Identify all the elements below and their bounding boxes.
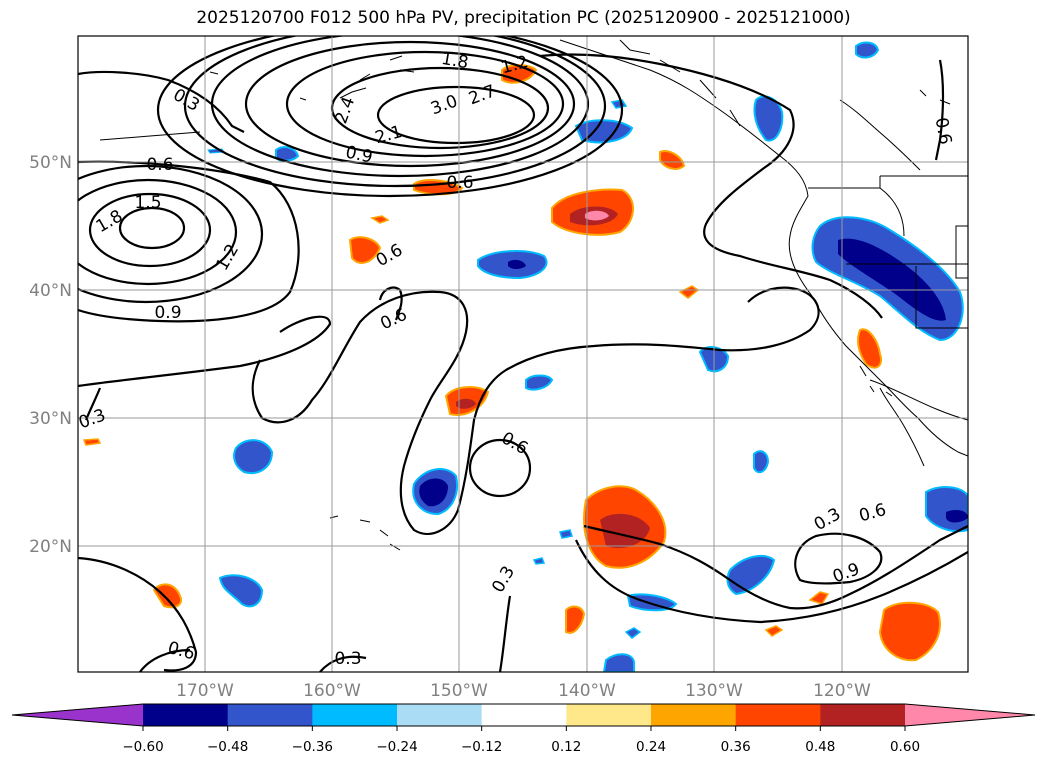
graticule (78, 36, 968, 672)
lon-label: 140°W (558, 681, 616, 701)
colorbar-tick-label: −0.60 (122, 739, 163, 755)
lat-label: 40°N (29, 281, 72, 301)
colorbar-segments (143, 704, 906, 726)
lon-label: 160°W (303, 681, 361, 701)
contour-label: 1.8 (440, 49, 470, 73)
map-title: 2025120700 F012 500 hPa PV, precipitatio… (196, 8, 851, 28)
colorbar-tick-label: 0.60 (890, 739, 920, 755)
colorbar: −0.60 −0.48 −0.36 −0.24 −0.12 0.12 0.24 0.36 0.4… (11, 703, 1036, 755)
colorbar-segment (397, 704, 483, 726)
contour-label: 0.9 (154, 303, 181, 323)
colorbar-segment (227, 704, 313, 726)
lon-label: 120°W (813, 681, 871, 701)
colorbar-tick-label: −0.12 (461, 739, 502, 755)
contour-label: 0.6 (931, 116, 955, 146)
colorbar-segment (566, 704, 652, 726)
colorbar-extend-min (12, 704, 143, 726)
lon-label: 130°W (685, 681, 743, 701)
lat-label: 50°N (29, 153, 72, 173)
pv-contours (78, 36, 968, 672)
colorbar-segment (735, 704, 821, 726)
contour-label: 0.6 (146, 155, 173, 175)
colorbar-ticks: −0.60 −0.48 −0.36 −0.24 −0.12 0.12 0.24 0.36 0.4… (122, 726, 920, 755)
colorbar-segment (312, 704, 398, 726)
map-frame (77, 35, 969, 673)
colorbar-tick-label: 0.36 (721, 739, 751, 755)
colorbar-tick-label: 0.24 (636, 739, 666, 755)
colorbar-segment (143, 704, 229, 726)
contour-label: 1.5 (134, 193, 161, 213)
contour-label: 0.3 (334, 649, 361, 669)
political-borders (808, 99, 968, 421)
lat-label: 30°N (29, 409, 72, 429)
colorbar-segment (651, 704, 737, 726)
colorbar-tick-label: −0.24 (376, 739, 417, 755)
colorbar-tick-label: −0.36 (292, 739, 333, 755)
colorbar-tick-label: 0.12 (551, 739, 581, 755)
precip-negative-areas (207, 41, 968, 672)
lon-label: 150°W (430, 681, 488, 701)
lon-label: 170°W (176, 681, 234, 701)
colorbar-segment (820, 704, 906, 726)
map-content: 0.3 0.6 1.8 1.5 1.2 0.9 2.4 3.0 2.7 2.1 … (78, 36, 968, 672)
contour-label: 0.6 (446, 173, 473, 193)
colorbar-tick-label: 0.48 (805, 739, 835, 755)
map-background (78, 36, 968, 672)
latitude-labels: 50°N 40°N 30°N 20°N (29, 153, 72, 557)
colorbar-segment (481, 704, 567, 726)
precip-positive-areas (82, 64, 941, 662)
lat-label: 20°N (29, 537, 72, 557)
longitude-labels: 170°W 160°W 150°W 140°W 130°W 120°W (176, 681, 871, 701)
coastlines (99, 39, 968, 551)
colorbar-extend-max (905, 704, 1035, 726)
colorbar-tick-label: −0.48 (207, 739, 248, 755)
